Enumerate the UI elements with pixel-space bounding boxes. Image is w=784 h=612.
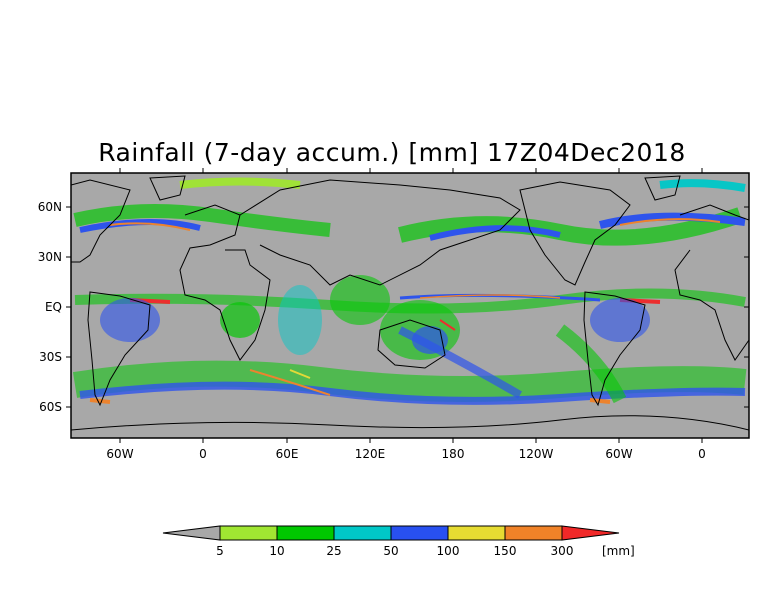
colorbar-tick-label: 25	[326, 544, 341, 558]
lat-label-60n: 60N	[38, 200, 62, 214]
coastlines	[71, 175, 749, 431]
map-panel	[71, 173, 749, 438]
lon-label-180: 180	[442, 447, 465, 461]
colorbar-bin	[504, 525, 563, 541]
colorbar-tick-label: 150	[494, 544, 517, 558]
lat-label-eq: EQ	[45, 300, 62, 314]
colorbar-tick-label: 300	[551, 544, 574, 558]
colorbar-bin	[447, 525, 506, 541]
colorbar-bin	[333, 525, 392, 541]
colorbar-unit: [mm]	[602, 544, 635, 558]
colorbar-tick-label: 10	[269, 544, 284, 558]
colorbar-bin	[276, 525, 335, 541]
lon-label-0: 0	[199, 447, 207, 461]
rainfall-field	[72, 177, 747, 405]
colorbar	[162, 525, 620, 541]
lat-label-30n: 30N	[38, 250, 62, 264]
lon-label-60w: 60W	[106, 447, 133, 461]
colorbar-bin	[390, 525, 449, 541]
lon-axis	[119, 168, 703, 443]
map-title: Rainfall (7-day accum.) [mm] 17Z04Dec201…	[98, 138, 686, 167]
colorbar-tick-label: 5	[216, 544, 224, 558]
colorbar-tick-label: 100	[437, 544, 460, 558]
colorbar-below-triangle	[162, 525, 221, 541]
colorbar-bin	[219, 525, 278, 541]
lon-label-60w-right: 60W	[605, 447, 632, 461]
lon-label-120e: 120E	[355, 447, 386, 461]
map-frame	[70, 172, 750, 439]
lon-label-0-right: 0	[698, 447, 706, 461]
colorbar-above-triangle	[561, 525, 620, 541]
lat-axis	[66, 206, 749, 408]
lat-label-30s: 30S	[39, 350, 62, 364]
lat-label-60s: 60S	[39, 400, 62, 414]
colorbar-tick-label: 50	[383, 544, 398, 558]
lon-label-120w: 120W	[519, 447, 554, 461]
lon-label-60e: 60E	[276, 447, 299, 461]
